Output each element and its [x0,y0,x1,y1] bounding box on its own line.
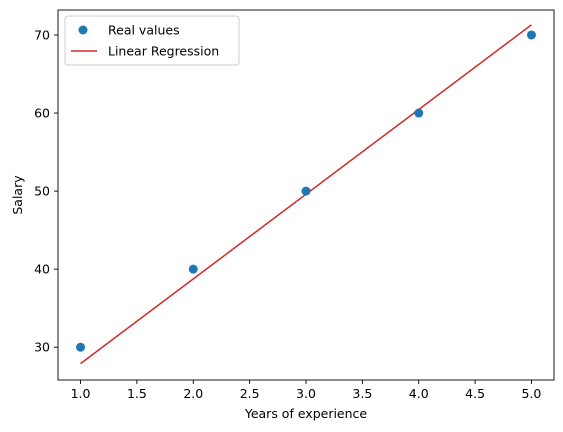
x-axis-label: Years of experience [244,406,368,421]
scatter-point [188,264,198,274]
x-tick-label: 2.5 [240,386,260,401]
y-tick-label: 60 [34,106,50,121]
scatter-point [414,108,424,118]
x-tick-label: 1.0 [71,386,91,401]
legend-entry-label: Real values [108,23,180,38]
y-tick-label: 40 [34,262,50,277]
y-axis-label: Salary [10,175,25,215]
x-tick-label: 3.0 [296,386,316,401]
y-tick-label: 70 [34,27,50,42]
legend: Real values Linear Regression [64,15,240,66]
x-tick-label: 4.5 [465,386,485,401]
scatter-point [301,186,311,196]
x-tick-label: 2.0 [183,386,203,401]
scatter-series [76,30,536,352]
x-tick-label: 1.5 [127,386,147,401]
x-tick-label: 3.5 [352,386,372,401]
legend-marker [78,25,88,35]
scatter-point [526,30,536,40]
legend-box [64,15,240,66]
y-tick-label: 50 [34,184,50,199]
y-axis-ticks: 30 40 50 60 70 [34,27,58,355]
scatter-point [76,342,86,352]
x-tick-label: 5.0 [522,386,542,401]
x-tick-label: 4.0 [409,386,429,401]
y-tick-label: 30 [34,340,50,355]
legend-entry-label: Linear Regression [108,44,219,59]
x-axis-ticks: 1.0 1.5 2.0 2.5 3.0 3.5 4.0 4.5 5.0 [71,380,542,401]
